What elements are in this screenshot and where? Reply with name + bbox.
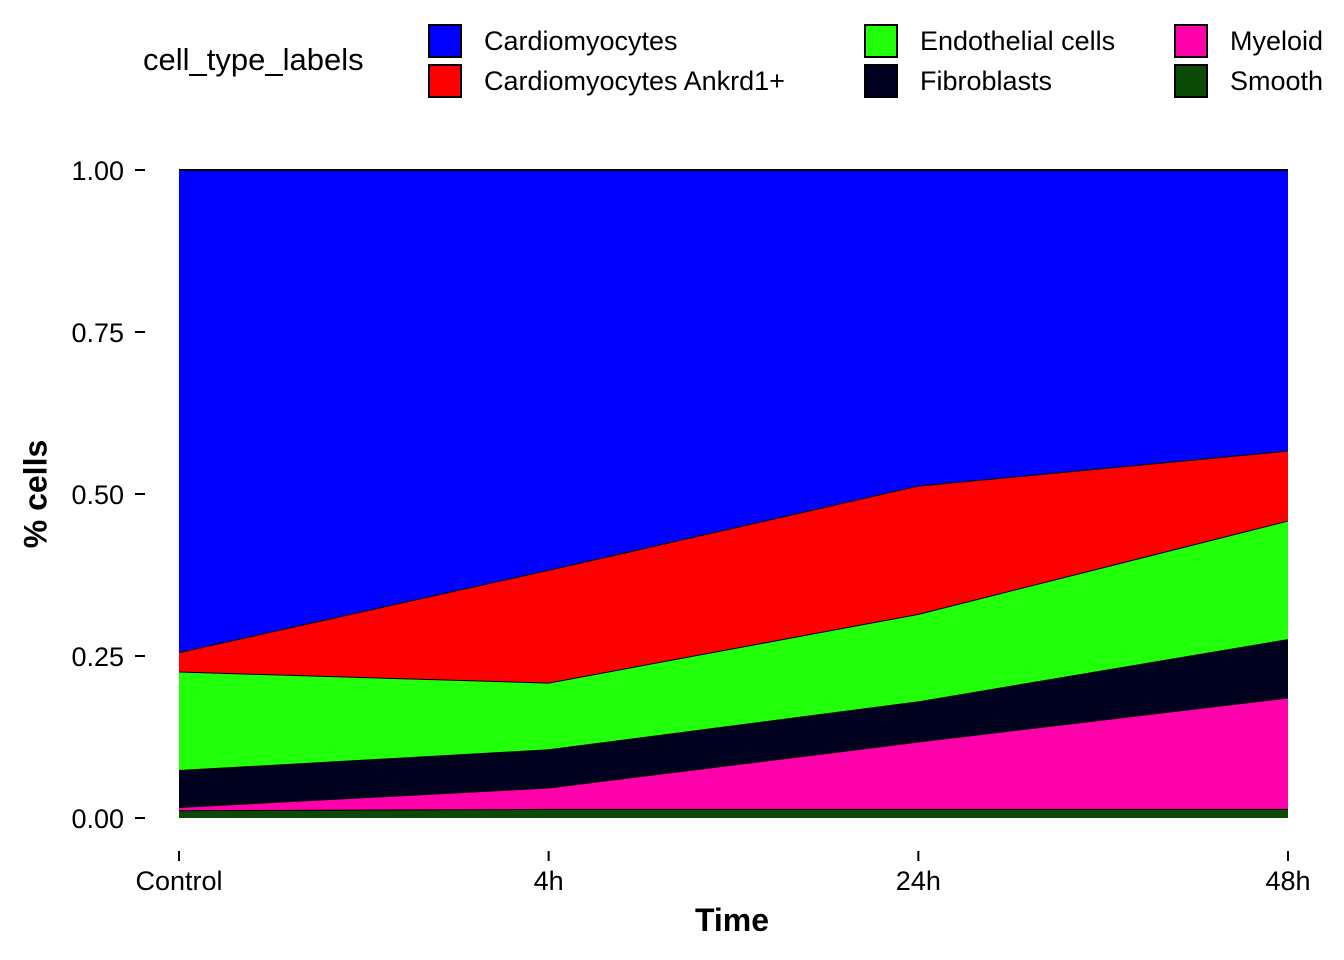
x-tick-label: 4h	[534, 866, 564, 896]
x-tick-label: Control	[135, 866, 222, 896]
x-axis-title: Time	[694, 902, 770, 938]
y-tick-label: 0.25	[71, 642, 124, 672]
x-tick-label: 24h	[896, 866, 941, 896]
area-endothelial-cells	[179, 520, 1288, 771]
legend-item-smooth: Smooth	[1174, 63, 1323, 99]
legend-label: Myeloid	[1230, 25, 1324, 56]
area-smooth	[179, 808, 1288, 818]
y-tick-label: 1.00	[71, 156, 124, 186]
y-axis-title: % cells	[17, 439, 54, 549]
legend-item-cardiomyocytes-ankrd1: Cardiomyocytes Ankrd1+	[428, 63, 785, 99]
legend-label: Cardiomyocytes Ankrd1+	[484, 65, 785, 96]
legend-label: Cardiomyocytes	[484, 25, 678, 56]
y-tick-label: 0.50	[71, 480, 124, 510]
legend-item-fibroblasts: Fibroblasts	[864, 63, 1052, 99]
area-fibroblasts	[179, 639, 1288, 807]
legend-key-myeloid	[1174, 24, 1208, 58]
legend-item-endothelial-cells: Endothelial cells	[864, 23, 1115, 59]
legend-key-smooth	[1174, 64, 1208, 98]
area-cardiomyocytes-ankrd1	[179, 450, 1288, 683]
y-tick-label: 0.00	[71, 804, 124, 834]
legend-item-myeloid: Myeloid	[1174, 23, 1323, 59]
x-tick-label: 48h	[1265, 866, 1310, 896]
y-tick-label: 0.75	[71, 318, 124, 348]
legend-key-endothelial-cells	[864, 24, 898, 58]
legend-label: Fibroblasts	[920, 65, 1053, 96]
area-myeloid	[179, 697, 1288, 811]
legend-key-cardiomyocytes	[428, 24, 462, 58]
legend-title: cell_type_labels	[143, 42, 364, 77]
legend-item-cardiomyocytes: Cardiomyocytes	[428, 23, 678, 59]
legend-label: Endothelial cells	[920, 25, 1116, 56]
legend-key-cardiomyocytes-ankrd1	[428, 64, 462, 98]
area-cardiomyocytes	[179, 170, 1288, 653]
area-boundary-myeloid	[178, 696, 1289, 808]
legend-key-fibroblasts	[864, 64, 898, 98]
legend-label: Smooth	[1230, 65, 1324, 96]
